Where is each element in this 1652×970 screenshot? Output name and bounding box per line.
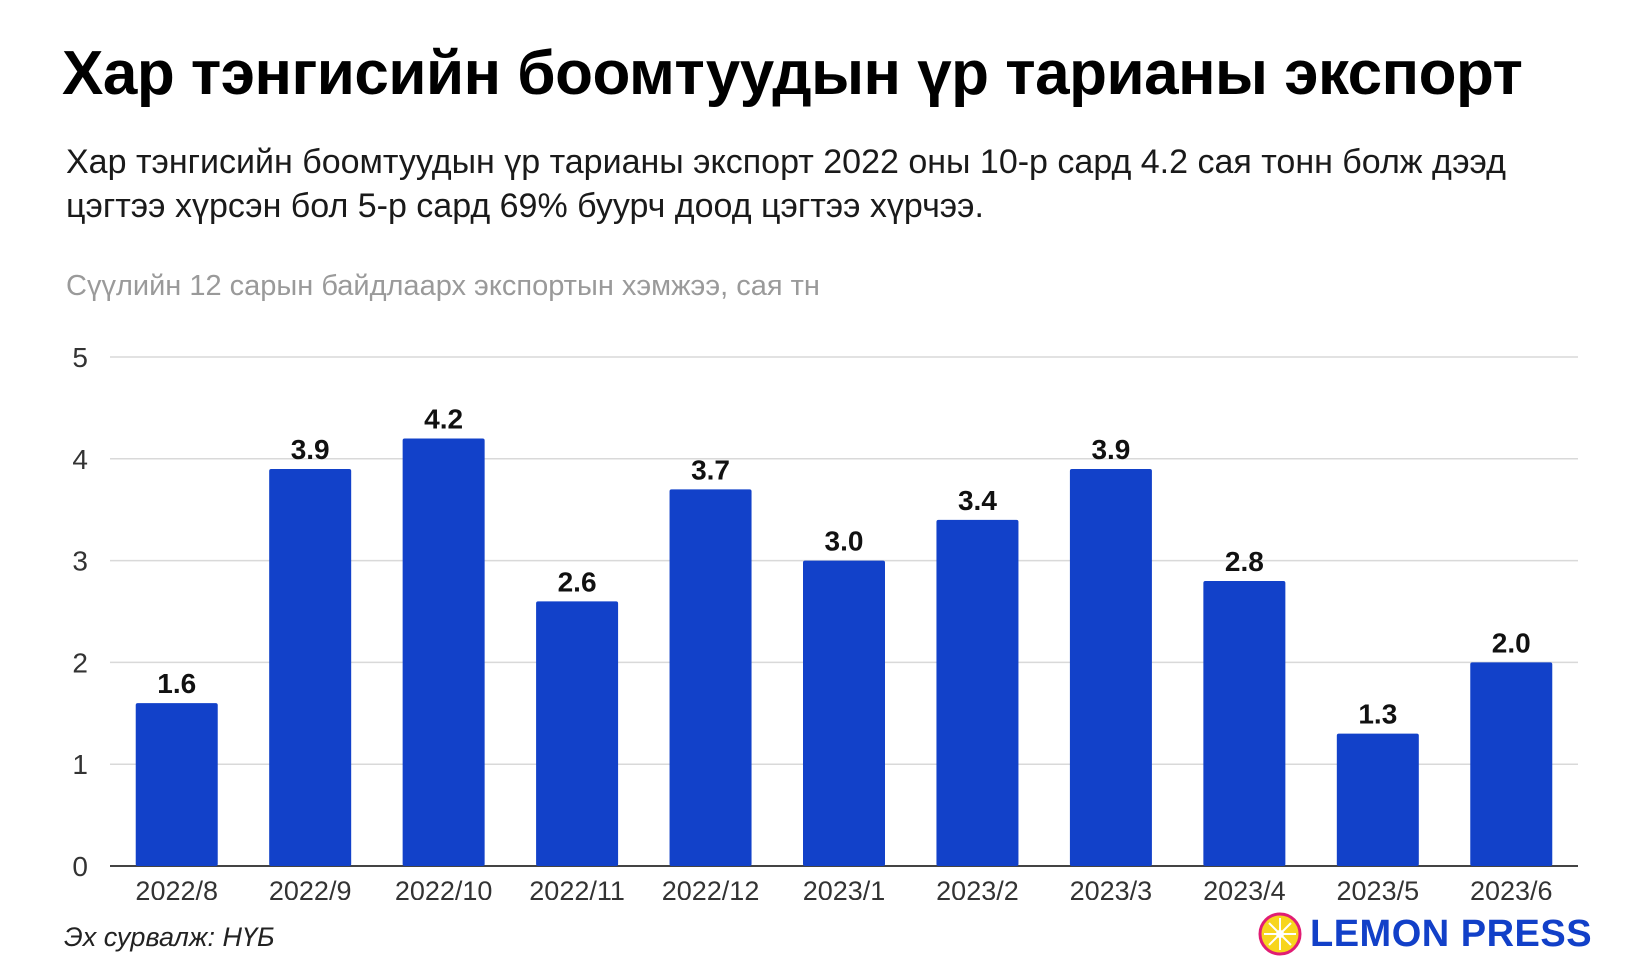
- value-label: 3.7: [691, 454, 730, 485]
- bar-2023/1: [803, 560, 885, 866]
- bars: [135, 438, 1553, 866]
- bar-2023/5: [1336, 733, 1419, 866]
- x-tick-label: 2023/4: [1203, 876, 1286, 900]
- bar-2023/2: [936, 519, 1019, 866]
- x-tick-label: 2023/2: [936, 876, 1019, 900]
- value-label: 1.3: [1358, 699, 1397, 730]
- value-label: 3.4: [958, 485, 997, 516]
- x-tick-label: 2022/11: [529, 876, 625, 900]
- x-tick-label: 2023/1: [803, 876, 886, 900]
- logo-text: LEMON PRESS: [1310, 912, 1593, 955]
- value-label: 1.6: [157, 668, 196, 699]
- x-tick-label: 2022/8: [135, 876, 218, 900]
- x-tick-label: 2023/6: [1470, 876, 1553, 900]
- x-axis-ticks: 2022/8 2022/9 2022/10 2022/11 2022/12 2023/1 2…: [135, 876, 1552, 900]
- bar-chart: 0 1 2 3 4 5 1.6 3.9 4.2 2.6 3.7 3.0 3.4 3.9 2.8 1.3 2.0…: [72, 342, 1578, 900]
- chart-subtitle: Хар тэнгисийн боомтуудын үр тарианы эксп…: [66, 143, 1506, 225]
- value-label: 2.8: [1225, 546, 1264, 577]
- value-label: 3.9: [291, 434, 330, 465]
- bar-2022/12: [669, 489, 752, 866]
- y-tick-label: 3: [72, 546, 88, 577]
- x-tick-label: 2022/10: [395, 876, 493, 900]
- bar-2023/3: [1069, 468, 1152, 866]
- y-tick-label: 5: [72, 342, 88, 373]
- x-tick-label: 2023/5: [1337, 876, 1420, 900]
- bar-2022/8: [135, 703, 218, 866]
- value-labels: 1.6 3.9 4.2 2.6 3.7 3.0 3.4 3.9 2.8 1.3 2.0: [157, 403, 1530, 729]
- y-tick-label: 4: [72, 444, 88, 475]
- source-note: Эх сурвалж: НҮБ: [64, 922, 275, 952]
- bar-2022/11: [536, 601, 619, 866]
- bar-2023/6: [1470, 662, 1553, 866]
- x-tick-label: 2023/3: [1070, 876, 1153, 900]
- y-axis-label: Сүүлийн 12 сарын байдлаарх экспортын хэм…: [66, 270, 820, 302]
- bar-2022/9: [269, 468, 352, 866]
- x-tick-label: 2022/12: [662, 876, 760, 900]
- y-tick-label: 0: [72, 851, 88, 882]
- value-label: 2.6: [558, 566, 597, 597]
- value-label: 3.9: [1091, 434, 1130, 465]
- chart-title: Хар тэнгисийн боомтуудын үр тарианы эксп…: [62, 39, 1523, 108]
- value-label: 2.0: [1492, 627, 1531, 658]
- bar-2023/4: [1203, 580, 1286, 866]
- value-label: 3.0: [825, 526, 864, 557]
- bar-2022/10: [402, 438, 485, 866]
- lemon-press-logo: LEMON PRESS: [1258, 912, 1592, 956]
- y-tick-label: 2: [72, 647, 88, 678]
- value-label: 4.2: [424, 403, 463, 434]
- lemon-icon: [1258, 912, 1302, 956]
- y-axis-ticks: 0 1 2 3 4 5: [72, 342, 88, 882]
- x-tick-label: 2022/9: [269, 876, 352, 900]
- y-tick-label: 1: [72, 749, 88, 780]
